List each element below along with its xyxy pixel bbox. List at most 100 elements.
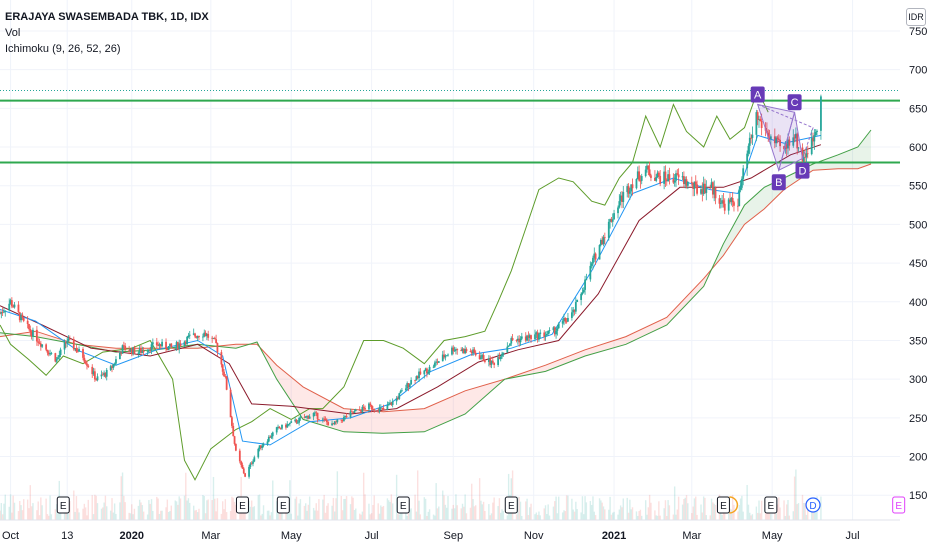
- volume-indicator-label[interactable]: Vol: [5, 27, 21, 39]
- volume-bar: [170, 505, 173, 520]
- currency-badge[interactable]: IDR: [906, 8, 926, 26]
- candle-body: [72, 339, 75, 350]
- candle-body: [49, 353, 51, 355]
- candle-body: [701, 189, 704, 194]
- earnings-box: [716, 496, 730, 514]
- event-label: E: [768, 501, 775, 512]
- candle-body: [166, 348, 169, 351]
- volume-bar: [417, 470, 419, 520]
- candle-body: [561, 321, 564, 324]
- volume-bar: [506, 515, 509, 520]
- volume-bar: [484, 510, 486, 520]
- candle-body: [68, 338, 71, 340]
- candle-body: [445, 355, 448, 357]
- horizontal-lines: [0, 90, 900, 164]
- earnings-marker[interactable]: E: [235, 496, 249, 514]
- volume-bar: [807, 506, 809, 520]
- earnings-marker[interactable]: E: [276, 496, 290, 514]
- volume-bar: [814, 511, 817, 520]
- volume-bar: [257, 495, 259, 520]
- candle-body: [686, 181, 689, 186]
- volume-bar: [96, 503, 99, 520]
- volume-bar: [315, 503, 317, 520]
- volume-bar: [592, 496, 594, 520]
- candle-body: [813, 135, 816, 142]
- candle-body: [12, 306, 15, 308]
- volume-bar: [539, 515, 541, 520]
- candle-body: [179, 343, 182, 346]
- candle-body: [234, 443, 237, 451]
- candle-body: [0, 313, 1, 315]
- candle-body: [64, 342, 67, 344]
- volume-bar: [544, 505, 547, 520]
- candle-body: [244, 473, 246, 477]
- volume-bar: [233, 501, 236, 520]
- candle-body: [570, 312, 573, 318]
- candle-body: [663, 171, 666, 184]
- volume-bar: [563, 510, 565, 520]
- volume-bar: [552, 506, 555, 520]
- candle-body: [816, 130, 818, 133]
- candle-body: [204, 332, 207, 337]
- volume-bar: [729, 508, 731, 520]
- volume-bar: [438, 506, 440, 520]
- volume-bar: [482, 501, 485, 520]
- volume-bar: [426, 515, 428, 520]
- ichimoku-indicator-label[interactable]: Ichimoku (9, 26, 52, 26): [5, 43, 121, 55]
- volume-bar: [149, 503, 151, 520]
- candle-body: [362, 406, 365, 408]
- volume-bar: [378, 513, 381, 520]
- volume-bar: [556, 513, 559, 520]
- dividend-marker[interactable]: D: [805, 497, 821, 513]
- volume-bar: [41, 505, 43, 520]
- volume-bar: [555, 496, 557, 520]
- candle-body: [30, 331, 33, 337]
- volume-bar: [142, 511, 145, 520]
- earnings-marker[interactable]: E: [504, 496, 518, 514]
- candle-body: [316, 412, 319, 420]
- volume-bar: [685, 495, 688, 520]
- candle-body: [315, 412, 318, 414]
- volume-bar: [527, 515, 530, 520]
- candle-body: [169, 343, 171, 347]
- candle-body: [67, 338, 70, 342]
- volume-bar: [186, 500, 188, 520]
- volume-bar: [289, 480, 291, 520]
- candle-body: [432, 366, 435, 368]
- volume-bar: [534, 514, 536, 520]
- candle-body: [718, 198, 721, 204]
- candle-body: [755, 112, 758, 135]
- candle-body: [528, 335, 531, 338]
- earnings-marker[interactable]: E: [396, 496, 410, 514]
- volume-bar: [612, 512, 614, 520]
- symbol-title[interactable]: ERAJAYA SWASEMBADA TBK, 1D, IDX: [5, 11, 209, 23]
- volume-bar: [183, 495, 186, 520]
- earnings-marker[interactable]: E: [56, 496, 70, 514]
- candle-body: [451, 347, 453, 355]
- candle-body: [574, 302, 577, 312]
- earnings-marker[interactable]: E: [892, 496, 906, 514]
- volume-bar: [490, 513, 493, 520]
- volume-bar: [418, 500, 420, 520]
- volume-bar: [165, 507, 167, 520]
- candle-body: [321, 418, 324, 420]
- earnings-marker[interactable]: E: [764, 496, 778, 514]
- candle-body: [54, 353, 57, 362]
- candle-body: [360, 409, 362, 412]
- earnings-marker[interactable]: E: [716, 496, 739, 514]
- candle-body: [221, 364, 224, 372]
- pattern-point-c: C: [787, 94, 802, 111]
- candle-body: [621, 195, 623, 202]
- pattern-point-a: A: [750, 86, 765, 103]
- volume-bar: [655, 515, 657, 520]
- candle-body: [92, 371, 95, 375]
- candle-body: [335, 421, 337, 423]
- volume-bar: [158, 513, 161, 520]
- candle-body: [538, 334, 540, 340]
- volume-bar: [455, 494, 457, 520]
- candle-body: [518, 338, 521, 343]
- candle-body: [184, 341, 187, 344]
- candle-body: [336, 419, 339, 423]
